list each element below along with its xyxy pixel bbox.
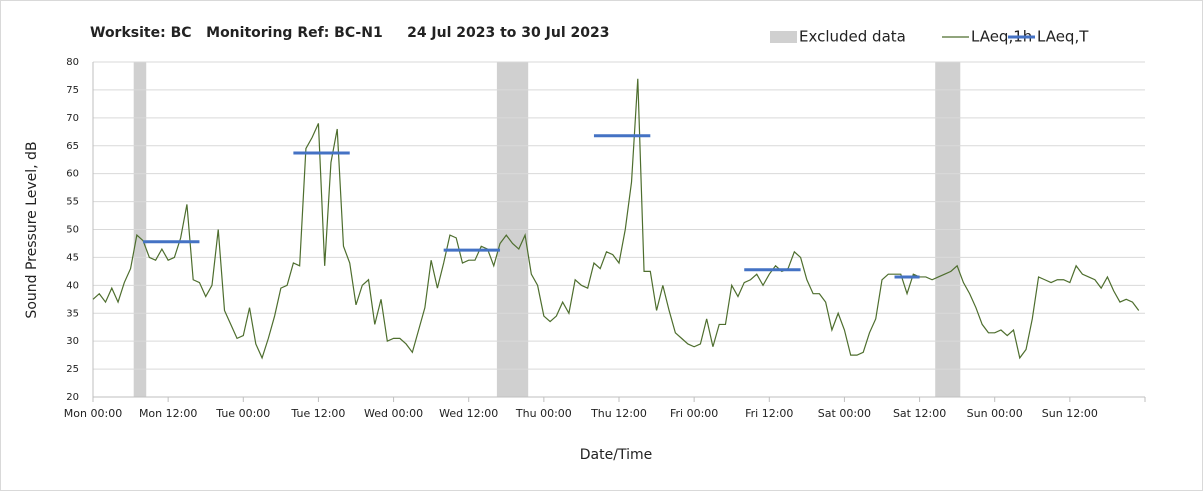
legend-label: LAeq,1h [971,28,1032,46]
x-tick-label: Sat 12:00 [893,407,946,420]
y-tick-label: 35 [66,308,79,319]
x-tick-label: Tue 12:00 [290,407,345,420]
x-tick-label: Sun 12:00 [1042,407,1098,420]
y-tick-label: 80 [66,57,79,68]
x-tick-label: Fri 00:00 [670,407,718,420]
y-axis-title: Sound Pressure Level, dB [24,141,40,318]
y-tick-label: 20 [66,392,79,403]
y-tick-label: 25 [66,364,79,375]
legend-label: LAeq,T [1037,28,1089,46]
x-tick-label: Tue 00:00 [215,407,270,420]
x-tick-label: Mon 00:00 [64,407,122,420]
y-tick-label: 30 [66,336,79,347]
y-tick-label: 40 [66,280,79,291]
legend-label: Excluded data [799,28,906,46]
y-tick-label: 65 [66,141,79,152]
x-tick-label: Sun 00:00 [967,407,1023,420]
y-tick-label: 75 [66,85,79,96]
y-tick-label: 60 [66,169,79,180]
y-tick-label: 50 [66,225,79,236]
x-tick-label: Thu 00:00 [515,407,572,420]
chart-title: Worksite: BC Monitoring Ref: BC-N1 24 Ju… [90,25,609,41]
x-tick-label: Wed 12:00 [439,407,498,420]
x-tick-label: Mon 12:00 [139,407,197,420]
legend-swatch [770,31,797,43]
y-tick-label: 55 [66,197,79,208]
x-tick-label: Wed 00:00 [364,407,423,420]
x-tick-label: Fri 12:00 [745,407,793,420]
x-tick-label: Thu 12:00 [590,407,647,420]
y-tick-label: 45 [66,252,79,263]
x-tick-label: Sat 00:00 [818,407,871,420]
line-series [92,78,1140,360]
x-axis-title: Date/Time [580,447,652,463]
y-tick-label: 70 [66,113,79,124]
